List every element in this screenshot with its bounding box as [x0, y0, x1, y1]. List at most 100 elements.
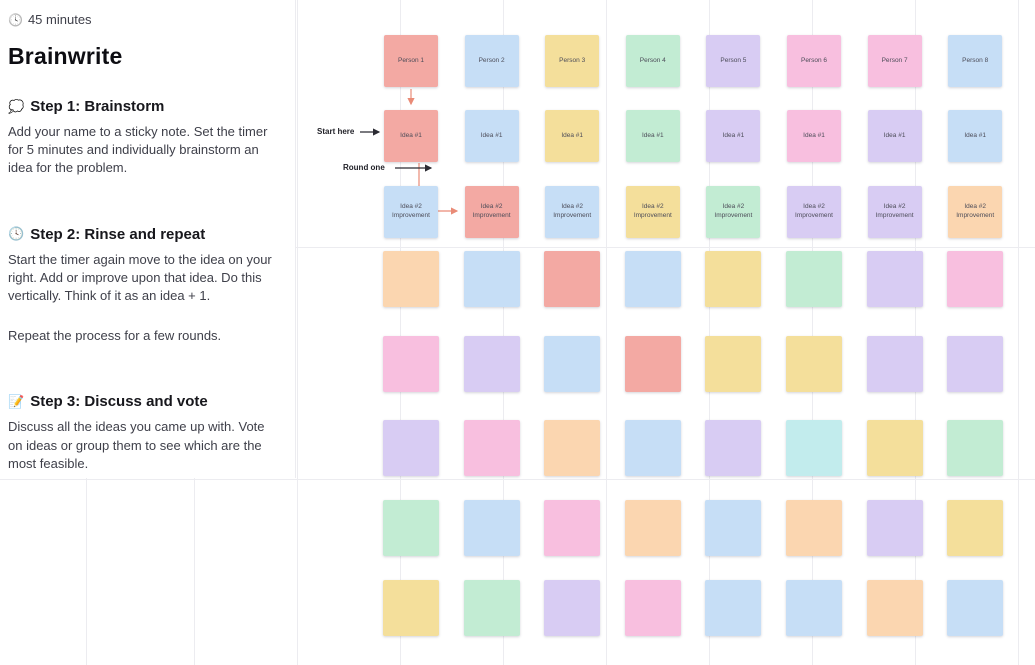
sticky-note-blank-5-3[interactable] — [544, 580, 601, 636]
step-2-body: Start the timer again move to the idea o… — [8, 251, 272, 303]
sticky-note-blank-1-4[interactable] — [624, 251, 681, 307]
sticky-note-blank-3-2[interactable] — [463, 420, 520, 476]
sticky-note-idea1-4[interactable]: Idea #1 — [625, 110, 680, 162]
sticky-note-blank-2-2[interactable] — [463, 336, 520, 392]
sticky-note-blank-1-1[interactable] — [383, 251, 439, 307]
sticky-note-person-8[interactable]: Person 8 — [948, 35, 1003, 87]
sticky-note-blank-5-8[interactable] — [947, 580, 1004, 636]
step-2-heading-text: Step 2: Rinse and repeat — [30, 225, 206, 243]
step-3-heading: 📝 Step 3: Discuss and vote — [8, 393, 275, 410]
sticky-note-blank-3-6[interactable] — [786, 420, 842, 476]
sticky-note-blank-3-5[interactable] — [705, 420, 762, 476]
sticky-note-blank-4-7[interactable] — [866, 500, 923, 556]
sticky-note-idea2-improvement-4[interactable]: Idea #2 Improvement — [625, 186, 680, 238]
sticky-note-idea2-improvement-5[interactable]: Idea #2 Improvement — [706, 186, 761, 238]
step-1-heading-text: Step 1: Brainstorm — [30, 98, 165, 115]
sticky-note-blank-2-7[interactable] — [866, 336, 923, 392]
sticky-note-blank-2-5[interactable] — [705, 336, 762, 392]
sticky-note-blank-5-7[interactable] — [866, 580, 923, 636]
sticky-note-blank-3-7[interactable] — [866, 420, 923, 476]
sticky-note-blank-5-2[interactable] — [463, 580, 520, 636]
thought-cloud-icon: 💭 — [8, 98, 25, 114]
sticky-note-blank-3-4[interactable] — [624, 420, 681, 476]
sticky-note-blank-1-8[interactable] — [947, 251, 1004, 307]
sticky-note-person-3[interactable]: Person 3 — [545, 35, 600, 87]
sticky-note-idea2-improvement-2[interactable]: Idea #2 Improvement — [464, 186, 519, 238]
sticky-note-label: Person 1 — [397, 56, 425, 64]
sticky-note-idea1-5[interactable]: Idea #1 — [706, 110, 761, 162]
sticky-note-label: Idea #1 — [722, 131, 745, 139]
sticky-note-idea1-7[interactable]: Idea #1 — [867, 110, 922, 162]
sticky-note-idea2-improvement-7[interactable]: Idea #2 Improvement — [867, 186, 922, 238]
sticky-note-label: Person 3 — [559, 56, 586, 64]
connector-layer — [360, 89, 459, 215]
step-3-heading-text: Step 3: Discuss and vote — [30, 393, 208, 411]
sticky-note-label: Idea #1 — [400, 131, 422, 139]
sticky-note-label: Person 4 — [639, 56, 666, 64]
sticky-note-blank-2-4[interactable] — [624, 336, 681, 392]
sticky-note-label: Person 2 — [478, 56, 505, 64]
sticky-note-person-7[interactable]: Person 7 — [867, 35, 922, 87]
sticky-note-blank-4-8[interactable] — [947, 500, 1004, 556]
sticky-note-blank-2-8[interactable] — [947, 336, 1004, 392]
sticky-note-blank-3-8[interactable] — [947, 420, 1004, 476]
sticky-note-person-2[interactable]: Person 2 — [464, 35, 519, 87]
start-here-label: Start here — [317, 127, 355, 136]
sticky-note-person-4[interactable]: Person 4 — [625, 35, 680, 87]
sticky-note-blank-4-5[interactable] — [705, 500, 762, 556]
step-2: 🕓 Step 2: Rinse and repeat Start the tim… — [8, 226, 275, 346]
sticky-note-label: Idea #2 Improvement — [553, 203, 592, 219]
sticky-note-label: Idea #1 — [641, 131, 664, 139]
sticky-note-blank-2-1[interactable] — [383, 336, 439, 392]
sticky-note-blank-5-6[interactable] — [786, 580, 842, 636]
sticky-note-blank-1-2[interactable] — [463, 251, 520, 307]
sticky-note-label: Idea #1 — [964, 131, 987, 139]
step-3-body: Discuss all the ideas you came up with. … — [8, 419, 265, 471]
sticky-note-idea1-3[interactable]: Idea #1 — [545, 110, 600, 162]
sticky-note-blank-1-6[interactable] — [786, 251, 842, 307]
sticky-note-label: Person 6 — [800, 56, 828, 64]
sticky-note-blank-1-7[interactable] — [866, 251, 923, 307]
sticky-note-idea2-improvement-8[interactable]: Idea #2 Improvement — [948, 186, 1003, 238]
sticky-note-blank-4-1[interactable] — [383, 500, 439, 556]
sticky-note-label: Idea #2 Improvement — [795, 203, 833, 219]
clock-icon: 🕓 — [8, 226, 25, 242]
sticky-note-idea1-6[interactable]: Idea #1 — [787, 110, 841, 162]
step-3: 📝 Step 3: Discuss and vote Discuss all t… — [8, 393, 275, 473]
sticky-note-blank-3-1[interactable] — [383, 420, 439, 476]
sticky-note-idea1-8[interactable]: Idea #1 — [948, 110, 1003, 162]
sticky-note-blank-5-4[interactable] — [624, 580, 681, 636]
sticky-note-blank-4-6[interactable] — [786, 500, 842, 556]
step-1: 💭 Step 1: Brainstorm Add your name to a … — [8, 98, 275, 178]
sticky-note-label: Person 8 — [962, 56, 989, 64]
sticky-note-label: Idea #2 Improvement — [392, 203, 430, 219]
sticky-note-label: Idea #2 Improvement — [633, 203, 672, 219]
sticky-note-blank-4-2[interactable] — [463, 500, 520, 556]
sticky-note-blank-4-4[interactable] — [624, 500, 681, 556]
memo-icon: 📝 — [8, 393, 25, 409]
sticky-note-label: Idea #1 — [561, 131, 584, 139]
sticky-note-blank-2-6[interactable] — [786, 336, 842, 392]
sticky-note-label: Idea #2 Improvement — [875, 203, 914, 219]
sticky-note-blank-3-3[interactable] — [544, 420, 601, 476]
sticky-note-idea2-improvement-6[interactable]: Idea #2 Improvement — [787, 186, 841, 238]
sticky-note-blank-2-3[interactable] — [544, 336, 601, 392]
sticky-note-blank-5-1[interactable] — [383, 580, 439, 636]
sticky-note-label: Idea #1 — [803, 131, 825, 139]
sticky-note-person-1[interactable]: Person 1 — [384, 35, 438, 87]
sticky-note-person-5[interactable]: Person 5 — [706, 35, 761, 87]
sticky-note-blank-1-5[interactable] — [705, 251, 762, 307]
sticky-note-idea1-2[interactable]: Idea #1 — [464, 110, 519, 162]
step-2-heading: 🕓 Step 2: Rinse and repeat — [8, 226, 275, 243]
sticky-note-blank-1-3[interactable] — [544, 251, 601, 307]
sticky-note-idea1-1[interactable]: Idea #1 — [384, 110, 438, 162]
sticky-note-idea2-improvement-1[interactable]: Idea #2 Improvement — [384, 186, 438, 238]
step-1-heading: 💭 Step 1: Brainstorm — [8, 98, 275, 115]
sticky-note-blank-4-3[interactable] — [544, 500, 601, 556]
board-canvas[interactable]: Start here Round one Person 1 Person 2 Per… — [295, 0, 1035, 665]
sticky-note-label: Person 5 — [720, 56, 747, 64]
sticky-note-blank-5-5[interactable] — [705, 580, 762, 636]
sticky-note-person-6[interactable]: Person 6 — [787, 35, 841, 87]
page-title: Brainwrite — [8, 43, 123, 69]
sticky-note-idea2-improvement-3[interactable]: Idea #2 Improvement — [545, 186, 600, 238]
